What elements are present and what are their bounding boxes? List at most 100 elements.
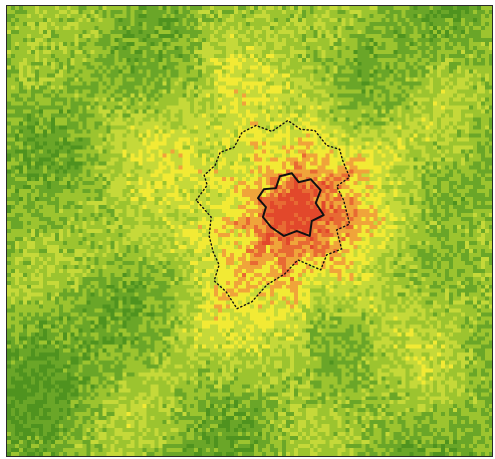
- raster-cell: [321, 13, 326, 18]
- raster-cell: [66, 209, 71, 214]
- raster-cell: [158, 149, 163, 154]
- raster-cell: [409, 57, 414, 62]
- raster-cell: [7, 29, 11, 34]
- raster-cell: [218, 85, 223, 90]
- raster-cell: [218, 49, 223, 54]
- raster-cell: [194, 65, 199, 70]
- raster-cell: [162, 153, 167, 158]
- raster-cell: [230, 81, 235, 86]
- raster-cell: [281, 141, 286, 146]
- raster-cell: [130, 201, 135, 206]
- raster-cell: [305, 65, 310, 70]
- raster-cell: [389, 189, 394, 194]
- raster-cell: [226, 185, 231, 190]
- raster-cell: [138, 209, 143, 214]
- raster-cell: [86, 117, 91, 122]
- raster-cell: [273, 53, 278, 58]
- raster-cell: [134, 209, 139, 214]
- raster-cell: [206, 33, 211, 38]
- raster-cell: [154, 181, 159, 186]
- raster-cell: [365, 137, 370, 142]
- raster-cell: [110, 85, 115, 90]
- raster-cell: [166, 205, 171, 210]
- raster-cell: [134, 85, 139, 90]
- raster-cell: [62, 181, 67, 186]
- raster-cell: [210, 61, 215, 66]
- raster-cell: [469, 81, 474, 86]
- raster-cell: [138, 165, 143, 170]
- raster-cell: [269, 9, 274, 14]
- raster-cell: [90, 117, 95, 122]
- raster-cell: [234, 69, 239, 74]
- raster-cell: [202, 153, 207, 158]
- raster-cell: [122, 121, 127, 126]
- raster-cell: [50, 177, 55, 182]
- raster-cell: [477, 101, 482, 106]
- raster-cell: [14, 161, 19, 166]
- raster-cell: [94, 129, 99, 134]
- raster-cell: [353, 113, 358, 118]
- raster-cell: [369, 85, 374, 90]
- raster-cell: [281, 105, 286, 110]
- raster-cell: [321, 201, 326, 206]
- raster-cell: [38, 157, 43, 162]
- raster-cell: [186, 117, 191, 122]
- raster-cell: [413, 181, 418, 186]
- raster-cell: [309, 205, 314, 210]
- raster-cell: [166, 9, 171, 14]
- raster-cell: [305, 17, 310, 22]
- raster-cell: [393, 137, 398, 142]
- raster-cell: [174, 149, 179, 154]
- raster-cell: [277, 45, 282, 50]
- raster-cell: [138, 105, 143, 110]
- raster-cell: [238, 213, 243, 218]
- raster-cell: [178, 77, 183, 82]
- raster-cell: [10, 33, 15, 38]
- raster-cell: [182, 69, 187, 74]
- raster-cell: [230, 37, 235, 42]
- raster-cell: [238, 9, 243, 14]
- raster-cell: [369, 77, 374, 82]
- raster-cell: [477, 81, 482, 86]
- raster-cell: [249, 113, 254, 118]
- raster-cell: [138, 6, 143, 10]
- raster-cell: [349, 9, 354, 14]
- raster-cell: [46, 65, 51, 70]
- raster-cell: [357, 9, 362, 14]
- raster-cell: [186, 25, 191, 30]
- raster-cell: [198, 97, 203, 102]
- raster-cell: [10, 173, 15, 178]
- raster-cell: [265, 81, 270, 86]
- raster-cell: [385, 205, 390, 210]
- raster-cell: [485, 65, 490, 70]
- raster-cell: [98, 149, 103, 154]
- raster-cell: [397, 177, 402, 182]
- raster-cell: [373, 197, 378, 202]
- raster-cell: [265, 185, 270, 190]
- raster-cell: [178, 165, 183, 170]
- raster-cell: [234, 33, 239, 38]
- raster-cell: [261, 109, 266, 114]
- raster-cell: [202, 181, 207, 186]
- raster-cell: [325, 141, 330, 146]
- raster-cell: [401, 169, 406, 174]
- raster-cell: [329, 153, 334, 158]
- raster-cell: [349, 133, 354, 138]
- raster-cell: [325, 85, 330, 90]
- raster-cell: [457, 145, 462, 150]
- raster-cell: [477, 69, 482, 74]
- raster-cell: [198, 173, 203, 178]
- raster-cell: [230, 145, 235, 150]
- raster-cell: [297, 85, 302, 90]
- raster-cell: [34, 81, 39, 86]
- raster-cell: [301, 161, 306, 166]
- raster-cell: [253, 129, 258, 134]
- raster-cell: [421, 61, 426, 66]
- raster-cell: [102, 101, 107, 106]
- raster-cell: [194, 133, 199, 138]
- raster-cell: [489, 181, 492, 186]
- raster-cell: [122, 69, 127, 74]
- raster-cell: [218, 81, 223, 86]
- raster-cell: [222, 21, 227, 26]
- raster-cell: [190, 113, 195, 118]
